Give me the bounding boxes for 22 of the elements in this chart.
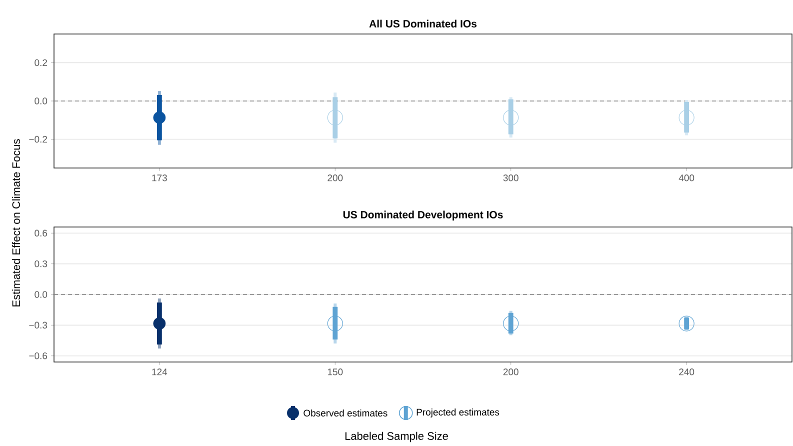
y-tick-label: 0.0: [34, 98, 48, 104]
x-tick-label: 300: [503, 174, 518, 182]
y-tick-label: 0.2: [34, 59, 48, 66]
legend-label: Projected estimates: [416, 408, 500, 418]
x-axis-title: Labeled Sample Size: [345, 432, 448, 442]
x-tick-label: 200: [503, 368, 518, 376]
chart-title: All US Dominated IOs: [369, 20, 477, 28]
y-axis-title: Estimated Effect on Climate Focus: [12, 139, 20, 306]
y-tick-label: 0.3: [34, 260, 48, 268]
x-tick-label: 400: [678, 174, 694, 182]
y-tick-label: 0.6: [34, 230, 48, 236]
x-tick-label: 200: [328, 174, 343, 182]
y-tick-label: −0.2: [29, 136, 48, 143]
y-tick-label: 0.0: [34, 291, 48, 298]
chart-title: US Dominated Development IOs: [343, 210, 503, 220]
x-tick-label: 173: [152, 174, 167, 182]
x-tick-label: 240: [679, 368, 694, 376]
y-tick-label: −0.3: [29, 322, 48, 329]
legend-label: Observed estimates: [304, 409, 388, 416]
x-tick-label: 124: [152, 368, 168, 376]
y-tick-label: −0.6: [29, 352, 48, 360]
x-tick-label: 150: [328, 368, 343, 376]
